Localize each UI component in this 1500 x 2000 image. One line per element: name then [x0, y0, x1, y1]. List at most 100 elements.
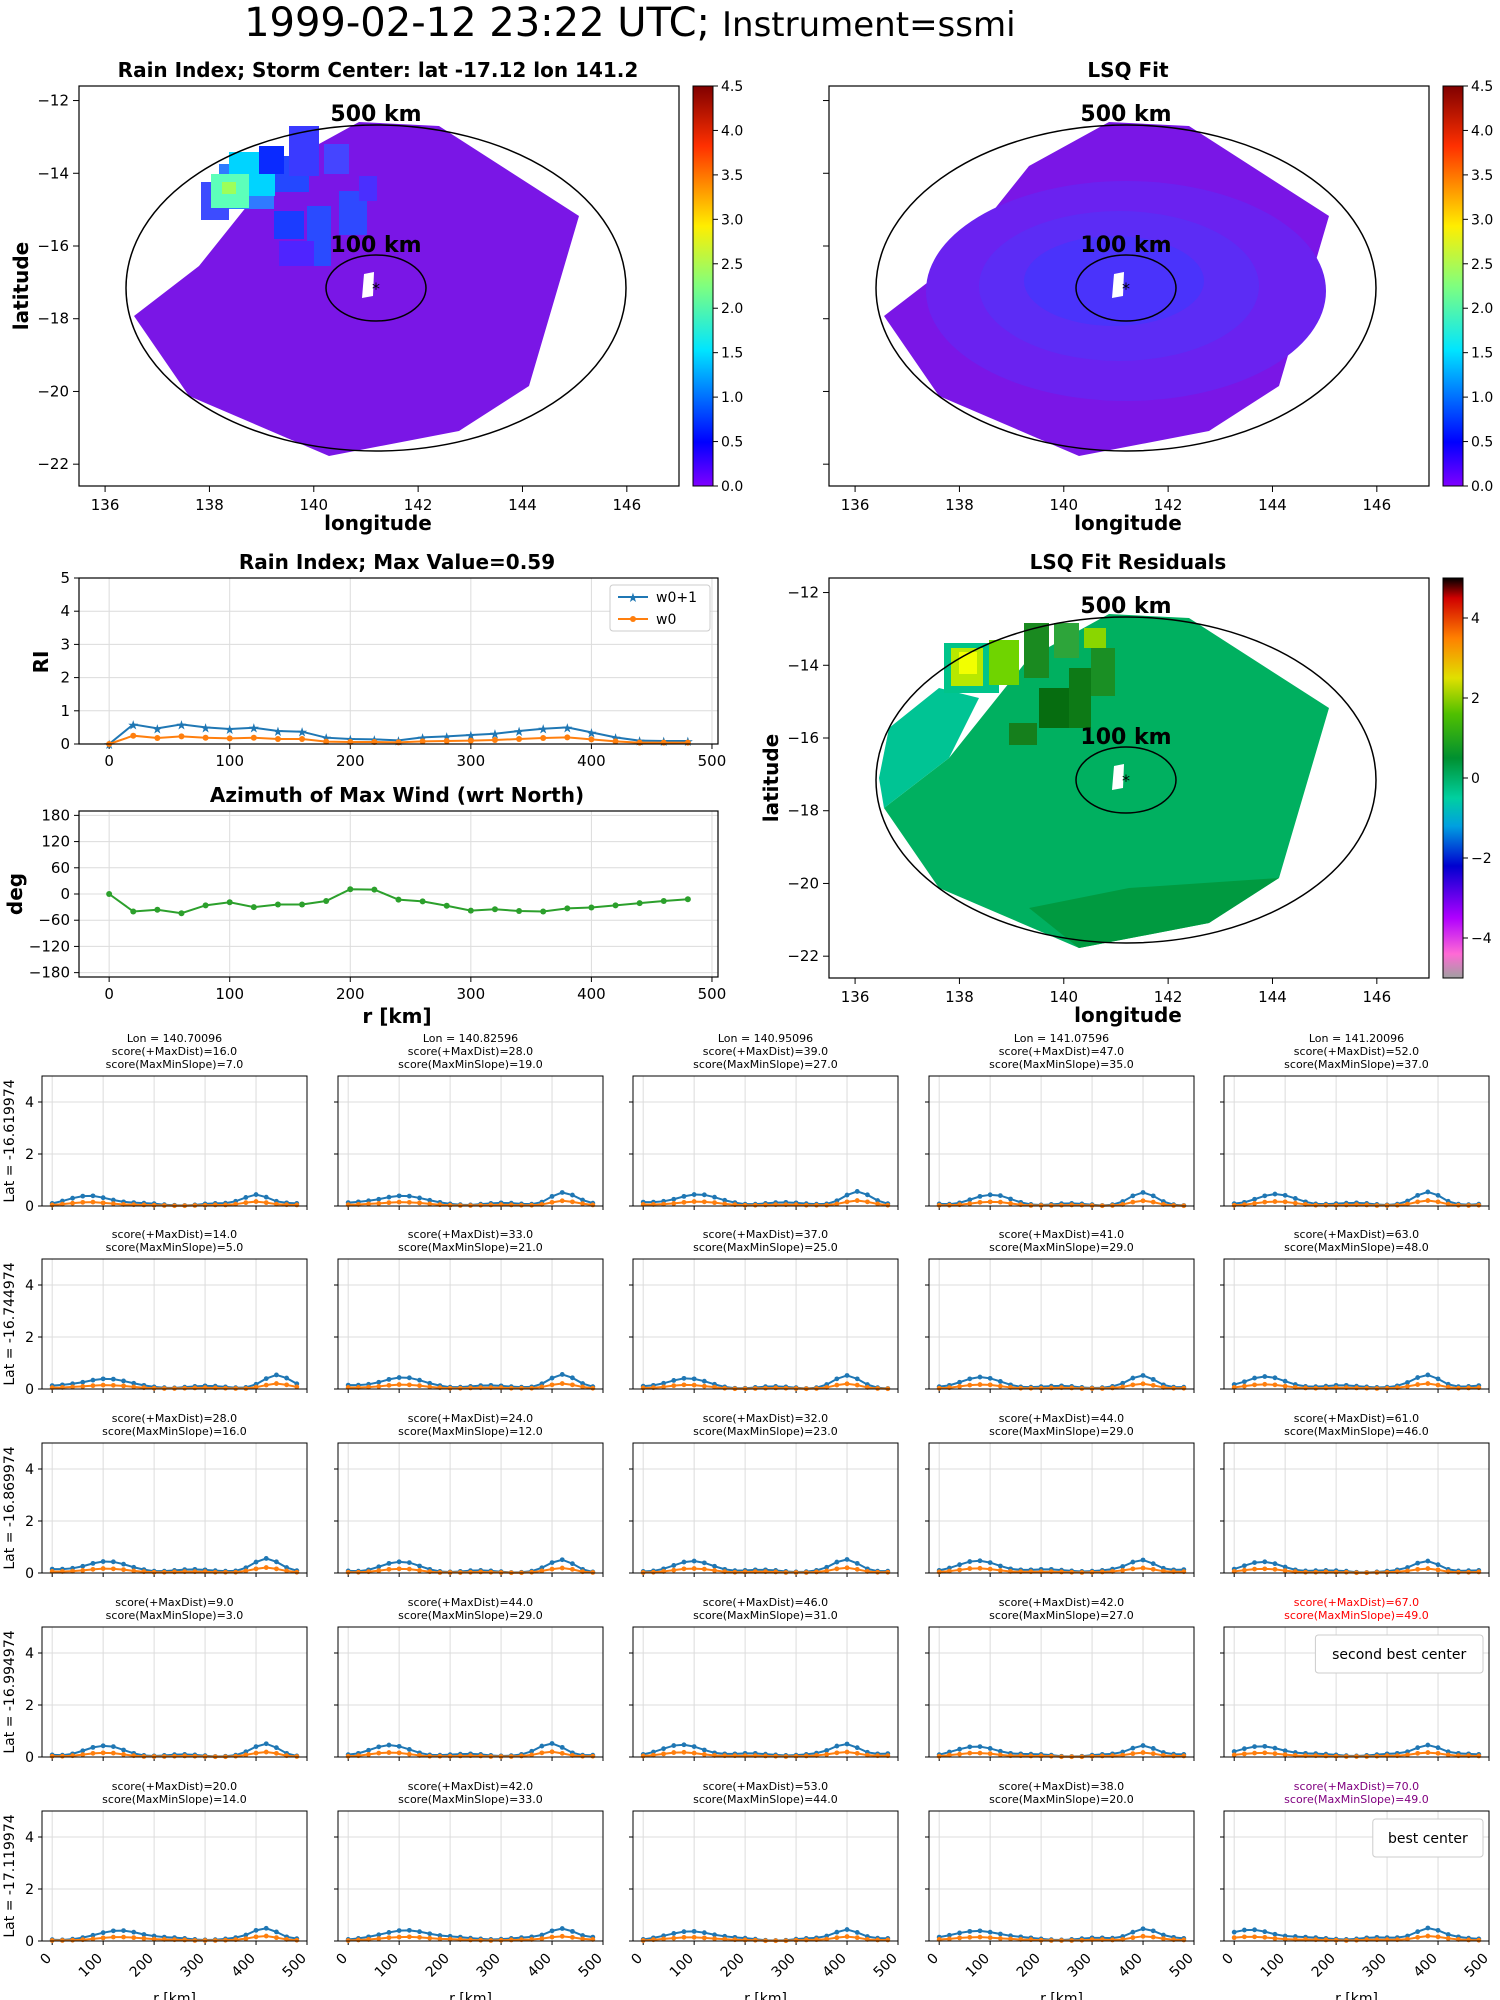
ytick-label: 2 [60, 669, 70, 687]
subplot-frame [928, 1258, 1195, 1390]
subplot-score-maxdist: score(+MaxDist)=24.0 [408, 1412, 533, 1425]
series-w0-point [488, 1202, 494, 1208]
lsq-fit-map-yticks [823, 100, 829, 465]
series-w0-point [498, 1937, 504, 1943]
series-w0-point [1425, 1566, 1431, 1571]
series-w0-point [1241, 1934, 1247, 1940]
series-w0-point [854, 1566, 860, 1572]
series-w0-point [570, 1199, 575, 1205]
subplot-score-maxminslope: score(MaxMinSlope)=14.0 [102, 1793, 247, 1806]
series-w0p1-point [80, 1748, 86, 1754]
series-w0-point [1405, 1201, 1410, 1207]
series-w0-point [1343, 1569, 1349, 1575]
series-w0p1-point [1150, 1376, 1156, 1382]
series-w0p1-point [396, 1743, 402, 1749]
series-w0-point [783, 1570, 789, 1575]
series-w0p1-point [957, 1746, 962, 1752]
series-w0-point [1415, 1750, 1421, 1756]
series-w0-point [885, 1937, 891, 1943]
series-w0-point [1181, 1937, 1187, 1943]
series-w0-point [1272, 1751, 1278, 1757]
series-w0-point [110, 1382, 116, 1388]
series-w0-point [498, 1754, 504, 1759]
series-w0-point [355, 1937, 361, 1943]
series-w0-point [590, 1753, 596, 1759]
series-w0p1-point [549, 1741, 555, 1746]
data-point [130, 732, 137, 739]
series-w0-point [70, 1384, 75, 1390]
xtick-label: 500 [698, 985, 727, 1003]
series-w0p1-point [997, 1563, 1003, 1569]
lsq-residuals-map-plot: * [875, 614, 1377, 948]
series-w0-point [681, 1566, 687, 1572]
series-w0-point [977, 1565, 983, 1571]
series-w0-point [997, 1199, 1003, 1205]
subplot-r1-c2: Lon = 140.82596score(+MaxDist)=28.0score… [334, 1032, 604, 1210]
series-w0-point [457, 1753, 463, 1759]
subplot-r2-c5: score(+MaxDist)=63.0score(MaxMinSlope)=4… [1220, 1228, 1490, 1393]
xtick-label: 400 [229, 1951, 259, 1981]
data-point-star: ★ [272, 725, 284, 740]
series-w0-point [661, 1936, 666, 1942]
colorbar-tick-label: 1.0 [1471, 390, 1493, 406]
series-w0p1-point [997, 1193, 1003, 1198]
series-w0-point [1150, 1199, 1156, 1205]
subplot-score-maxminslope: score(MaxMinSlope)=37.0 [1284, 1058, 1429, 1071]
series-w0p1-point [366, 1747, 371, 1753]
series-w0-point [508, 1202, 514, 1208]
series-w0-point [131, 1935, 137, 1941]
series-w0-point [223, 1385, 228, 1391]
subplot-frame [928, 1075, 1195, 1207]
subplot-score-maxdist: score(+MaxDist)=42.0 [408, 1780, 533, 1793]
series-w0-point [1323, 1569, 1329, 1575]
data-point-star: ★ [248, 722, 260, 737]
series-w0p1-point [1435, 1927, 1441, 1933]
series-w0-point [640, 1753, 646, 1759]
data-point-star: ★ [152, 722, 164, 737]
series-w0-point [1161, 1568, 1166, 1574]
xtick-label: 200 [127, 1951, 157, 1981]
series-w0-point [488, 1754, 494, 1759]
series-w0-point [151, 1569, 157, 1575]
series-w0-point [172, 1753, 177, 1759]
series-w0p1-point [274, 1559, 279, 1565]
subplot-frame [337, 1442, 604, 1574]
series-w0-point [1303, 1385, 1308, 1391]
series-w0-point [1425, 1381, 1431, 1386]
series-w0-point [1069, 1569, 1075, 1575]
data-point [443, 738, 450, 745]
series-w0-point [274, 1566, 279, 1572]
series-w0p1-point [1130, 1929, 1136, 1935]
series-w0-point [640, 1570, 646, 1575]
series-w0-point [1445, 1752, 1451, 1758]
series-w0-point [1130, 1199, 1136, 1205]
series-w0p1-point [1150, 1746, 1156, 1751]
series-w0p1-point [1435, 1745, 1441, 1751]
series-w0-point [437, 1753, 443, 1759]
subplot-r5-c3: score(+MaxDist)=53.0score(MaxMinSlope)=4… [628, 1780, 900, 2000]
rain-cells [201, 126, 377, 266]
xtick-label: 300 [457, 985, 486, 1003]
ring-100km [325, 254, 427, 322]
colorbar-tick-label: −2 [1471, 851, 1492, 867]
series-w0-point [1456, 1385, 1461, 1391]
series-w0-point [182, 1753, 188, 1759]
data-point [612, 738, 619, 745]
series-w0-point [1435, 1750, 1441, 1756]
xtick-label: 100 [372, 1951, 402, 1981]
series-w0-point [1008, 1936, 1013, 1942]
series-w0p1-point [386, 1560, 392, 1566]
series-w0-point [478, 1202, 484, 1208]
series-w0-point [80, 1568, 86, 1573]
series-w0-point [539, 1384, 545, 1390]
series-w0p1-point [386, 1376, 392, 1382]
residual-south-band [1029, 878, 1279, 948]
series-w0-point [274, 1750, 279, 1756]
data-point [660, 897, 667, 904]
series-w0-point [406, 1382, 412, 1388]
series-w0-point [294, 1937, 300, 1943]
xtick-label: 300 [1065, 1951, 1095, 1981]
lsq-fit-map-panel: LSQ Fit * 500 km 100 km 136 138 140 142 144 1… [823, 58, 1493, 535]
plot-frame [78, 577, 719, 745]
series-w0p1-point [406, 1560, 412, 1565]
